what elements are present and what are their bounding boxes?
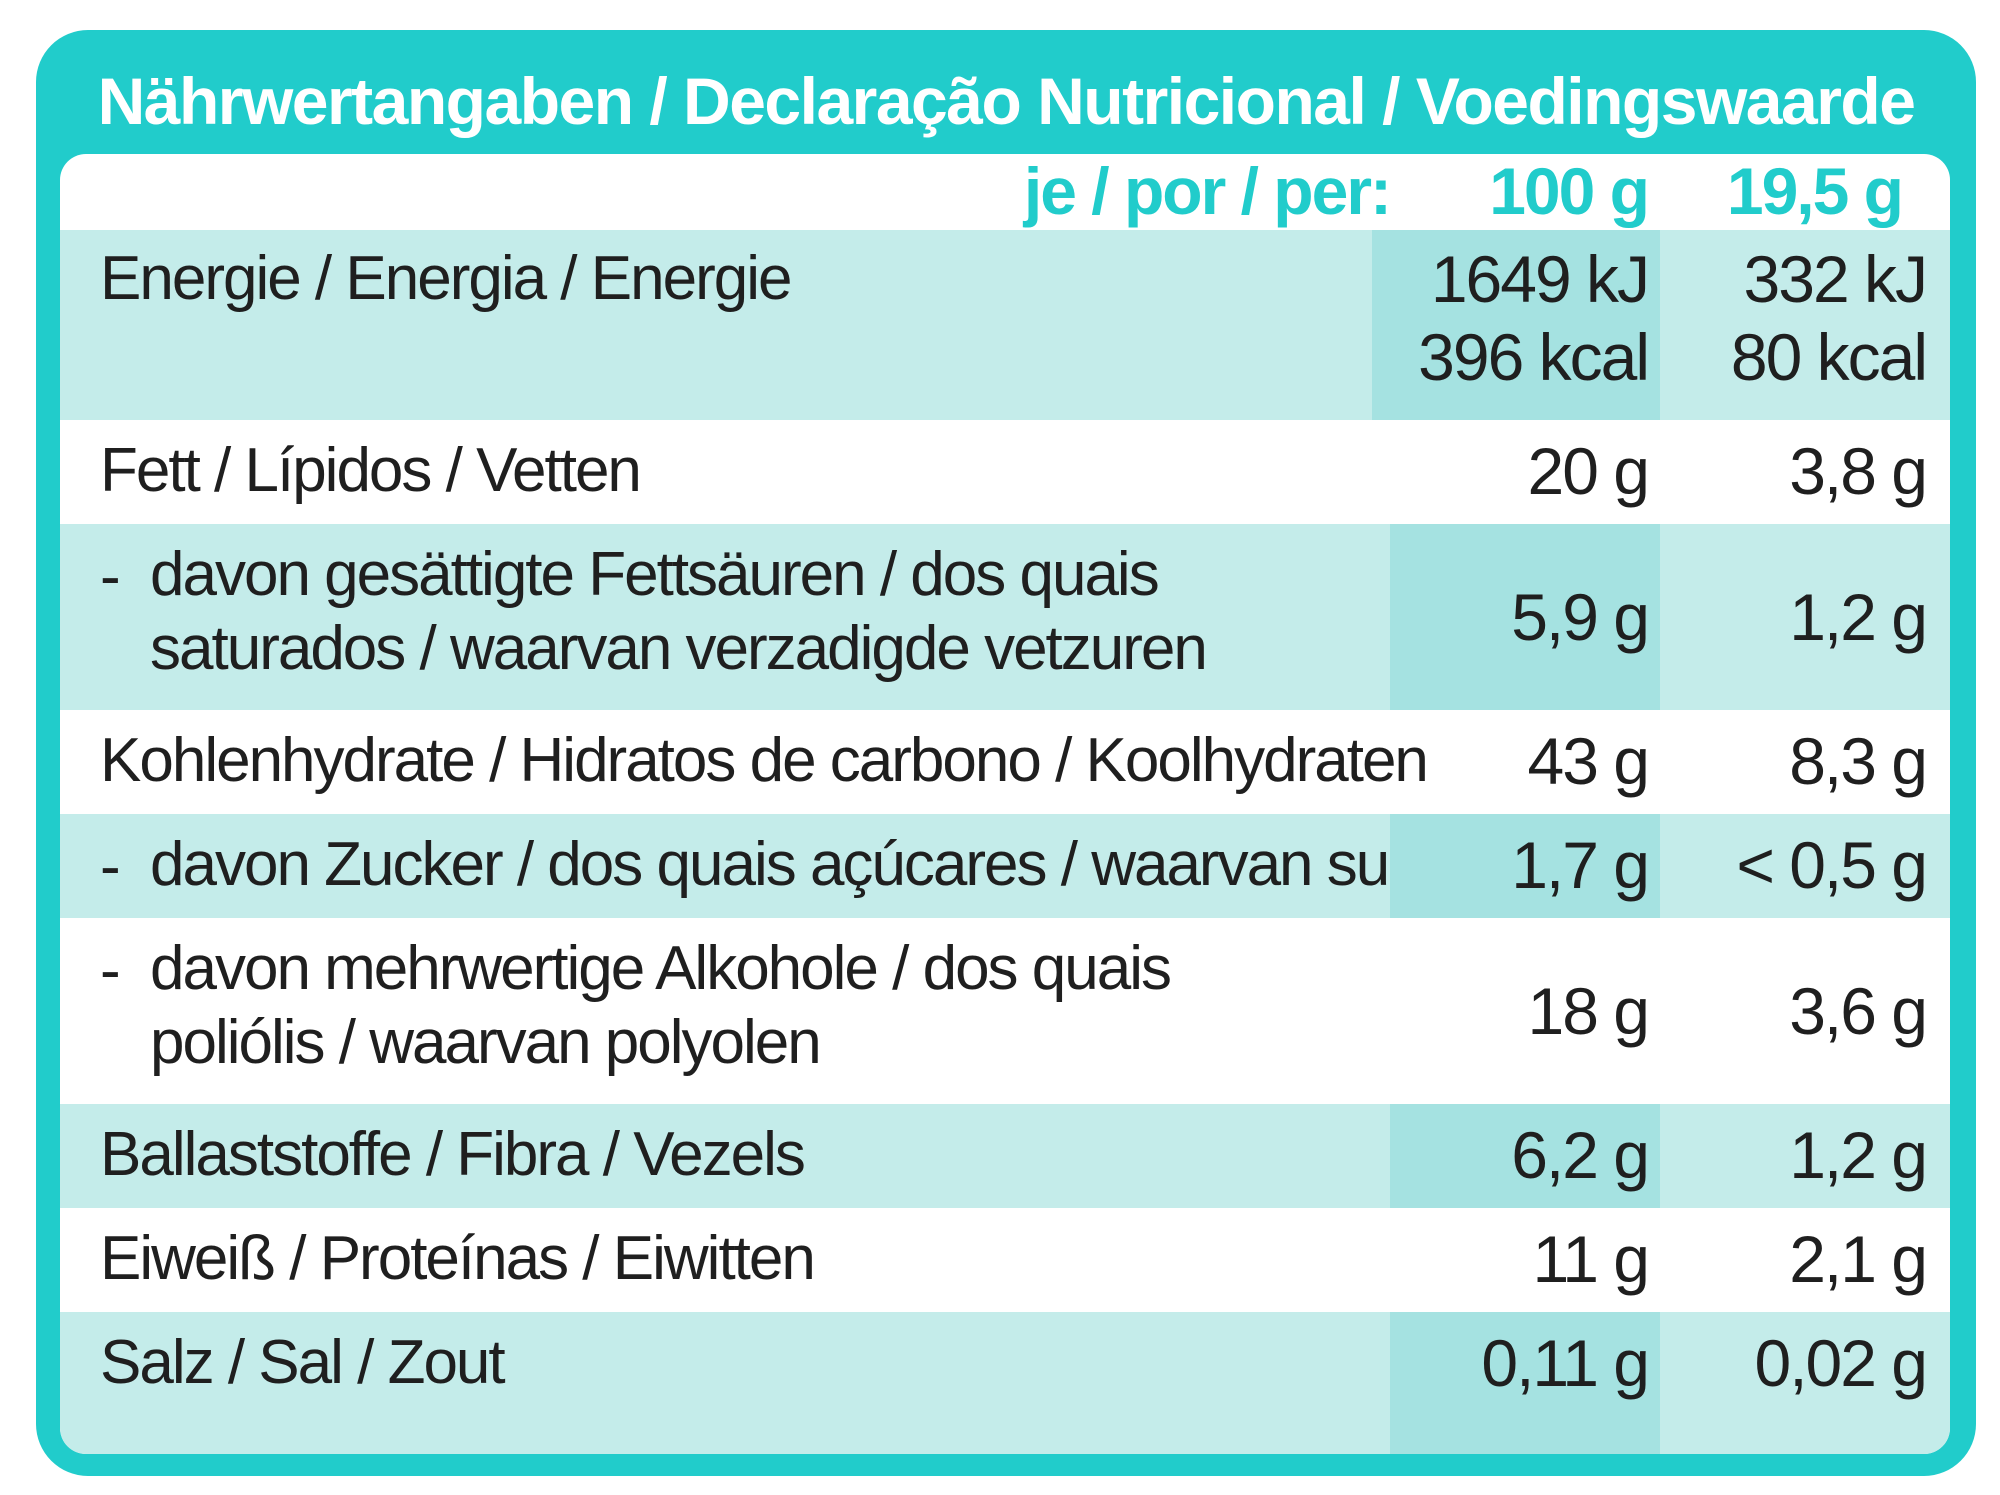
- value-100g: 43 g: [1390, 710, 1660, 814]
- value-100g: 0,11 g: [1390, 1312, 1660, 1454]
- nutrition-table: je / por / per: 100 g 19,5 g Energie / E…: [60, 154, 1950, 1454]
- nutrient-name-line1: davon mehrwertige Alkohole / dos quais: [150, 934, 1172, 1003]
- row-polyols: - davon mehrwertige Alkohole / dos quais…: [60, 918, 1950, 1104]
- nutrient-name: Kohlenhydrate / Hidratos de carbono / Ko…: [100, 726, 1429, 795]
- value-portion-kj: 332 kJ: [1743, 242, 1928, 316]
- column-header-portion: 19,5 g: [1726, 154, 1904, 228]
- row-fibre: Ballaststoffe / Fibra / Vezels 6,2 g 1,2…: [60, 1104, 1950, 1208]
- sub-dash: -: [100, 542, 121, 611]
- nutrient-name: Fett / Lípidos / Vetten: [100, 436, 642, 505]
- nutrient-name: Salz / Sal / Zout: [100, 1328, 506, 1397]
- header-row: je / por / per: 100 g 19,5 g: [60, 154, 1950, 230]
- nutrient-name-line2: poliólis / waarvan polyolen: [150, 1008, 822, 1077]
- value-portion: 2,1 g: [1670, 1208, 1950, 1312]
- value-text: 1,7 g: [1511, 828, 1650, 902]
- value-text: 3,8 g: [1789, 434, 1928, 508]
- nutrition-label: Nährwertangaben / Declaração Nutricional…: [36, 30, 1976, 1476]
- value-text: 11 g: [1532, 1222, 1650, 1296]
- value-100g: 11 g: [1390, 1208, 1660, 1312]
- value-100g: 20 g: [1390, 420, 1660, 524]
- value-text: 3,6 g: [1789, 974, 1928, 1048]
- nutrient-name-line1: davon gesättigte Fettsäuren / dos quais: [150, 540, 1160, 609]
- nutrient-name: Energie / Energia / Energie: [100, 244, 792, 313]
- value-portion: < 0,5 g: [1670, 814, 1950, 918]
- value-portion: 3,6 g: [1670, 918, 1950, 1104]
- value-100g: 1,7 g: [1390, 814, 1660, 918]
- value-text: 5,9 g: [1511, 580, 1650, 654]
- value-text: 0,02 g: [1754, 1326, 1928, 1400]
- row-sugars: - davon Zucker / dos quais açúcares / wa…: [60, 814, 1950, 918]
- value-portion: 1,2 g: [1670, 1104, 1950, 1208]
- value-text: 0,11 g: [1481, 1326, 1650, 1400]
- row-salt: Salz / Sal / Zout 0,11 g 0,02 g: [60, 1312, 1950, 1454]
- value-text: 2,1 g: [1789, 1222, 1928, 1296]
- row-carbohydrates: Kohlenhydrate / Hidratos de carbono / Ko…: [60, 710, 1950, 814]
- value-portion-kcal: 80 kcal: [1730, 320, 1928, 394]
- value-100g-kcal: 396 kcal: [1418, 320, 1650, 394]
- value-text: 20 g: [1527, 434, 1650, 508]
- label-title: Nährwertangaben / Declaração Nutricional…: [97, 64, 1916, 138]
- column-header-100g: 100 g: [1489, 154, 1650, 228]
- nutrient-name-line1: davon Zucker / dos quais açúcares / waar…: [150, 830, 1511, 899]
- nutrient-name: Ballaststoffe / Fibra / Vezels: [100, 1120, 806, 1189]
- nutrient-name: Eiweiß / Proteínas / Eiwitten: [100, 1224, 816, 1293]
- value-portion: 332 kJ 80 kcal: [1670, 230, 1950, 420]
- row-energy: Energie / Energia / Energie 1649 kJ 396 …: [60, 230, 1950, 420]
- value-portion: 8,3 g: [1670, 710, 1950, 814]
- value-text: 1,2 g: [1789, 1118, 1928, 1192]
- row-protein: Eiweiß / Proteínas / Eiwitten 11 g 2,1 g: [60, 1208, 1950, 1312]
- value-portion: 0,02 g: [1670, 1312, 1950, 1454]
- value-portion: 3,8 g: [1670, 420, 1950, 524]
- value-text: 1,2 g: [1789, 580, 1928, 654]
- per-label: je / por / per:: [1023, 154, 1392, 228]
- row-fat: Fett / Lípidos / Vetten 20 g 3,8 g: [60, 420, 1950, 524]
- value-100g: 18 g: [1390, 918, 1660, 1104]
- value-text: 6,2 g: [1511, 1118, 1650, 1192]
- value-text: 8,3 g: [1789, 724, 1928, 798]
- value-100g-kj: 1649 kJ: [1430, 242, 1650, 316]
- value-text: 43 g: [1527, 724, 1650, 798]
- value-portion: 1,2 g: [1670, 524, 1950, 710]
- value-100g: 1649 kJ 396 kcal: [1372, 230, 1660, 420]
- value-100g: 5,9 g: [1390, 524, 1660, 710]
- sub-dash: -: [100, 832, 121, 901]
- row-saturated-fat: - davon gesättigte Fettsäuren / dos quai…: [60, 524, 1950, 710]
- value-text: 18 g: [1527, 974, 1650, 1048]
- value-text: < 0,5 g: [1736, 828, 1928, 902]
- sub-dash: -: [100, 936, 121, 1005]
- value-100g: 6,2 g: [1390, 1104, 1660, 1208]
- nutrient-name-line2: saturados / waarvan verzadigde vetzuren: [150, 614, 1208, 683]
